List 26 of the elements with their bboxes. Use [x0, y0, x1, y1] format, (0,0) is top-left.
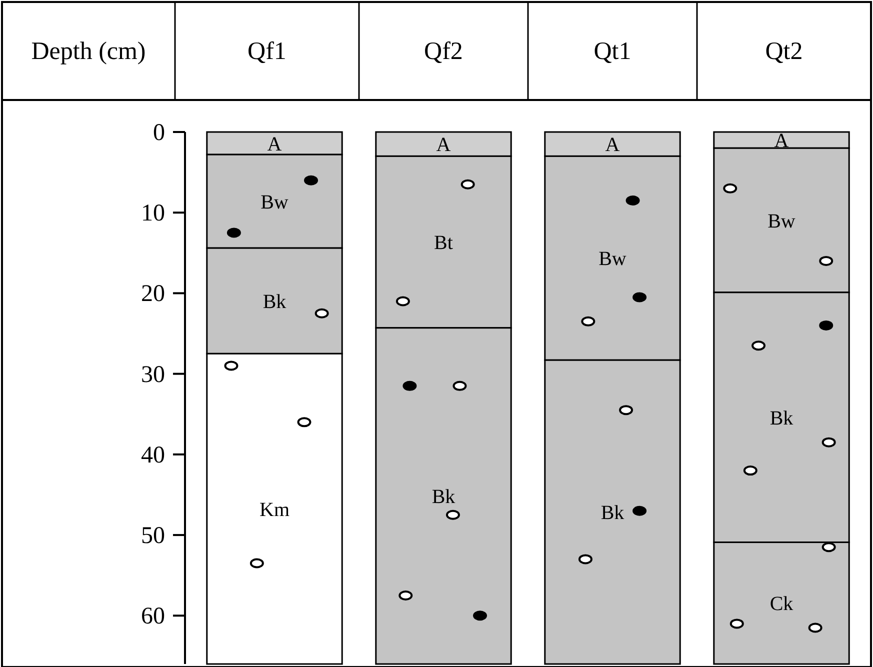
data-label: Km — [260, 498, 290, 521]
data-label: Bk — [600, 502, 624, 524]
data-label: A — [774, 130, 790, 152]
data-label: A — [267, 133, 282, 156]
data-label: Bt — [434, 232, 454, 254]
y-tick-label: 0 — [153, 120, 165, 146]
y-tick-label: 50 — [141, 523, 165, 550]
data-label: Bw — [768, 210, 796, 232]
data-label: Bk — [262, 290, 286, 313]
x-tick-label: Qt1 — [594, 38, 632, 65]
x-tick-label: Qt2 — [765, 38, 803, 65]
data-label: A — [605, 134, 620, 156]
y-tick-label: 20 — [141, 281, 165, 308]
data-label: Bk — [432, 486, 456, 508]
y-tick-label: 60 — [141, 604, 165, 630]
data-label: Ck — [770, 593, 794, 616]
data-label: A — [436, 134, 452, 156]
y-tick-label: 30 — [141, 362, 165, 388]
y-axis-title: Depth (cm) — [31, 38, 146, 65]
data-label: Bw — [260, 191, 289, 214]
data-label: Bk — [770, 407, 794, 430]
x-tick-label: Qf2 — [424, 38, 463, 65]
y-tick-label: 10 — [141, 200, 165, 227]
y-tick-label: 40 — [141, 442, 165, 468]
data-label: Bw — [598, 248, 627, 270]
x-tick-label: Qf1 — [248, 38, 286, 65]
